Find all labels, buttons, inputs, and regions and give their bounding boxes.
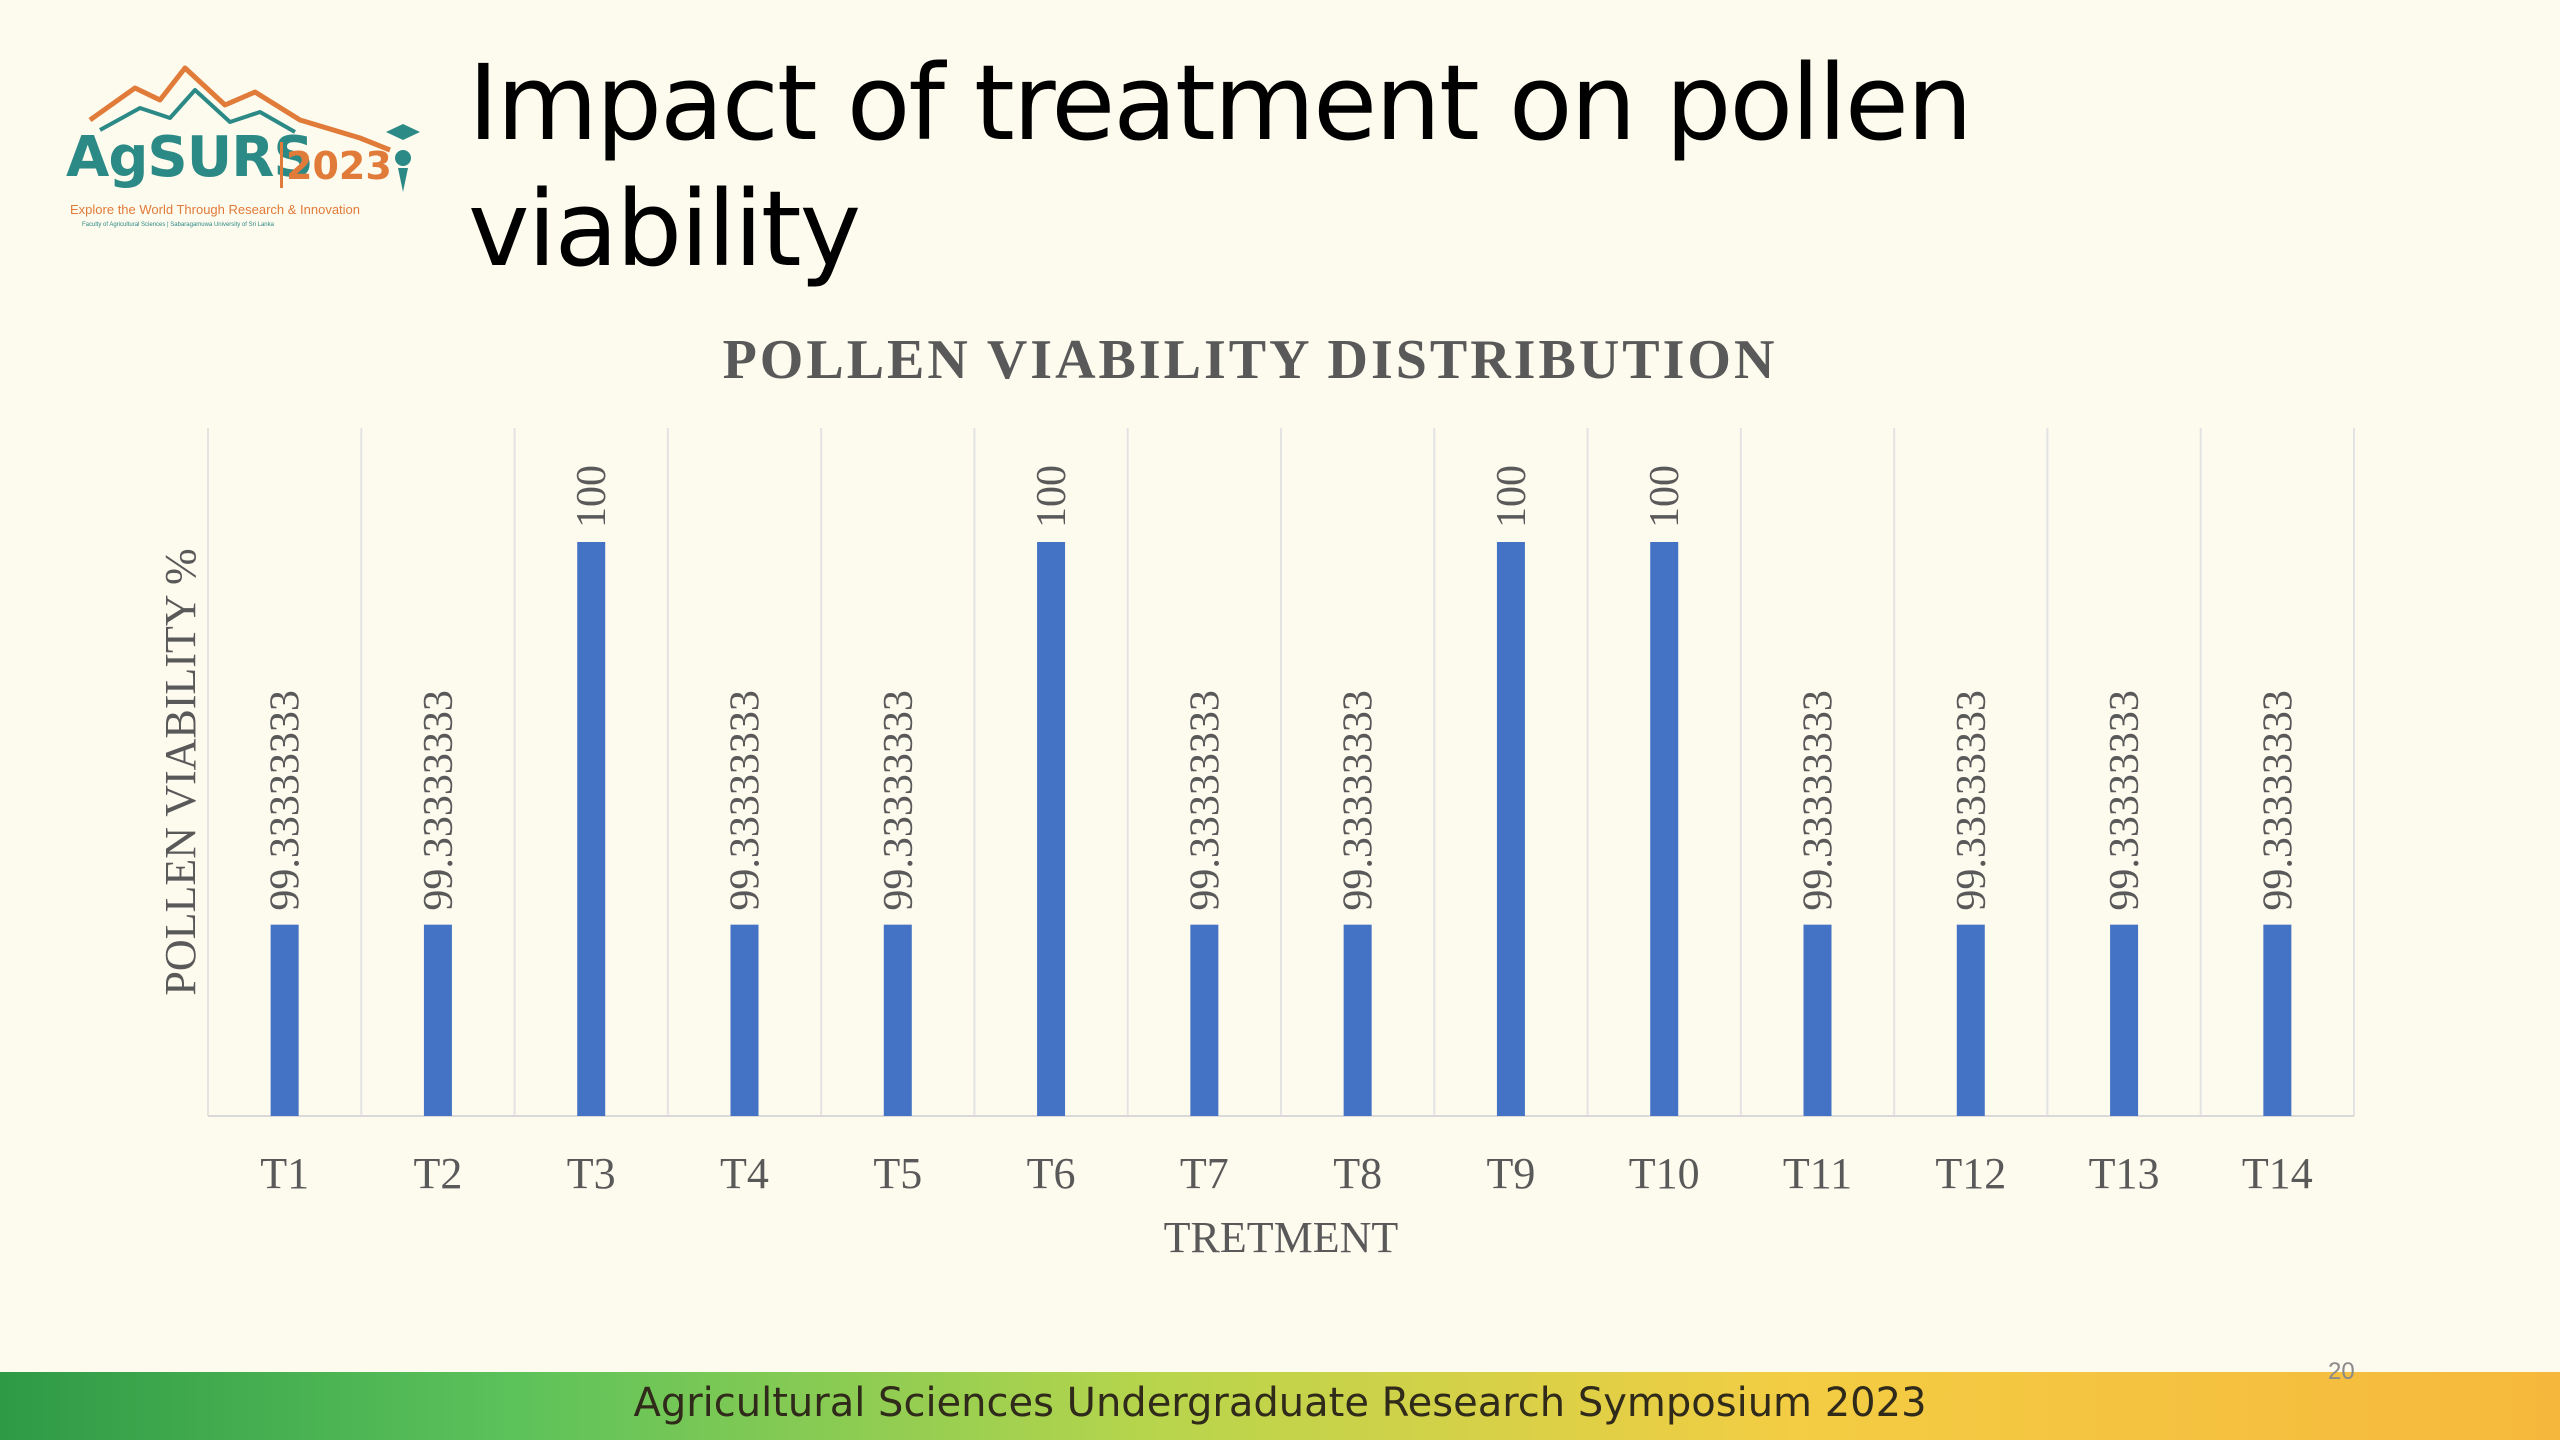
chart-tick-label: T12 bbox=[1935, 1149, 2006, 1198]
chart-data-label: 99.33333333 bbox=[723, 690, 769, 911]
chart-data-label: 99.33333333 bbox=[876, 690, 922, 911]
chart-bar bbox=[423, 924, 452, 1116]
chart-gridlines bbox=[207, 428, 2355, 1116]
chart-data-labels: 99.33333333 99.33333333 100 99.33333333 99.3… bbox=[263, 465, 2302, 911]
chart-x-tick-labels: T1 T2 T3 T4 T5 T6 T7 T8 T9 T10 T11 T12 T13 T14 bbox=[260, 1149, 2313, 1198]
chart-bar bbox=[1650, 542, 1679, 1116]
footer-text: Agricultural Sciences Undergraduate Rese… bbox=[633, 1380, 1927, 1426]
logo-subtext: Faculty of Agricultural Sciences | Sabar… bbox=[82, 222, 274, 228]
chart-data-label: 100 bbox=[1029, 465, 1075, 528]
chart-tick-label: T10 bbox=[1629, 1149, 1700, 1198]
chart-bar bbox=[883, 924, 912, 1116]
y-axis-title: POLLEN VIABILITY % bbox=[156, 548, 205, 995]
chart-data-label: 99.33333333 bbox=[2102, 690, 2148, 911]
chart-title: POLLEN VIABILITY DISTRIBUTION bbox=[723, 329, 1778, 391]
chart-data-label: 99.33333333 bbox=[2255, 690, 2301, 911]
page-number: 20 bbox=[2328, 1358, 2355, 1385]
logo-divider bbox=[280, 142, 283, 188]
chart-tick-label: T3 bbox=[567, 1149, 616, 1198]
chart-bar bbox=[2110, 924, 2139, 1116]
chart-bar bbox=[1803, 924, 1832, 1116]
chart-bar bbox=[1343, 924, 1372, 1116]
slide-title: Impact of treatment on pollen viability bbox=[468, 42, 1973, 290]
chart-tick-label: T1 bbox=[260, 1149, 309, 1198]
agsurs-logo: AgSURS 2023 Explore the World Through Re… bbox=[60, 50, 430, 240]
chart-data-label: 100 bbox=[569, 465, 615, 528]
chart-tick-label: T11 bbox=[1783, 1149, 1852, 1198]
chart-data-label: 99.33333333 bbox=[416, 690, 462, 911]
chart-bar bbox=[1190, 924, 1219, 1116]
chart-tick-label: T2 bbox=[413, 1149, 462, 1198]
chart-data-label: 100 bbox=[1489, 465, 1535, 528]
chart-tick-label: T7 bbox=[1180, 1149, 1229, 1198]
chart-tick-label: T4 bbox=[720, 1149, 769, 1198]
chart-bar bbox=[1037, 542, 1066, 1116]
footer-bar bbox=[0, 1372, 2560, 1440]
chart-bar bbox=[2263, 924, 2292, 1116]
chart-data-label: 99.33333333 bbox=[1336, 690, 1382, 911]
chart-bar bbox=[270, 924, 299, 1116]
chart-tick-label: T8 bbox=[1333, 1149, 1382, 1198]
x-axis-title: TRETMENT bbox=[1164, 1213, 1399, 1262]
chart-bar bbox=[1956, 924, 1985, 1116]
logo-brand-text: AgSURS bbox=[66, 125, 314, 190]
logo-year-text: 2023 bbox=[286, 144, 392, 188]
chart-bar bbox=[577, 542, 606, 1116]
chart-bar bbox=[1496, 542, 1525, 1116]
chart-data-label: 100 bbox=[1642, 465, 1688, 528]
chart-tick-label: T14 bbox=[2242, 1149, 2313, 1198]
chart-data-label: 99.33333333 bbox=[1949, 690, 1995, 911]
mountain-logo-icon bbox=[88, 65, 420, 192]
logo-tagline: Explore the World Through Research & Inn… bbox=[70, 202, 361, 217]
chart-tick-label: T9 bbox=[1486, 1149, 1535, 1198]
chart-tick-label: T6 bbox=[1027, 1149, 1076, 1198]
chart-data-label: 99.33333333 bbox=[263, 690, 309, 911]
chart-bar bbox=[730, 924, 759, 1116]
chart-tick-label: T5 bbox=[873, 1149, 922, 1198]
chart-bars bbox=[270, 542, 2292, 1116]
chart-data-label: 99.33333333 bbox=[1796, 690, 1842, 911]
chart-data-label: 99.33333333 bbox=[1182, 690, 1228, 911]
chart-tick-label: T13 bbox=[2089, 1149, 2160, 1198]
